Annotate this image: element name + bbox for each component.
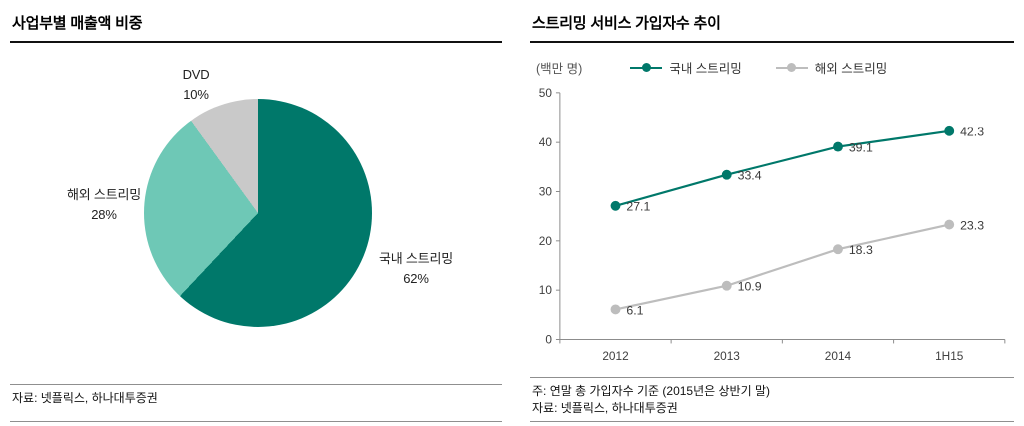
line-panel: 스트리밍 서비스 가입자수 추이 (백만 명) 국내 스트리밍 해외 스트리밍 … (530, 8, 1014, 422)
legend-item-overseas: 해외 스트리밍 (775, 58, 888, 77)
data-point (833, 141, 843, 152)
pie-label-dvd-name: DVD (182, 67, 210, 82)
data-point (610, 304, 621, 315)
data-point-label: 18.3 (849, 243, 873, 257)
data-point (721, 280, 732, 291)
data-point-label: 42.3 (960, 124, 984, 138)
line-panel-footer: 주: 연말 총 가입자수 기준 (2015년은 상반기 말) 자료: 넷플릭스,… (530, 376, 1014, 422)
data-point (721, 169, 732, 180)
y-tick-label: 40 (539, 135, 553, 149)
data-point-label: 27.1 (626, 199, 650, 213)
y-tick-label: 0 (545, 332, 552, 346)
legend-row: (백만 명) 국내 스트리밍 해외 스트리밍 (536, 57, 1014, 79)
pie-label-dvd-value: 10% (183, 86, 209, 102)
pie-label-domestic-value: 62% (403, 270, 429, 286)
data-point (944, 219, 955, 230)
x-tick-label: 2012 (602, 349, 628, 363)
pie-chart-area: DVD 10% 해외 스트리밍 28% 국내 스트리밍 62% (10, 43, 502, 384)
legend-line-marker-icon (775, 63, 808, 73)
pie-label-overseas-name: 해외 스트리밍 (67, 187, 141, 202)
legend-item-domestic: 국내 스트리밍 (630, 58, 742, 77)
x-tick-label: 2013 (714, 349, 741, 363)
legend-label-overseas: 해외 스트리밍 (814, 62, 888, 77)
legend-line-marker-icon (630, 63, 663, 73)
pie-chart (144, 99, 372, 327)
source-text: 자료: 넷플릭스, 하나대투증권 (12, 391, 158, 405)
pie-label-dvd: DVD 10% (156, 65, 236, 104)
data-point (610, 200, 621, 211)
data-point-label: 10.9 (738, 279, 762, 293)
data-point-label: 23.3 (960, 218, 984, 232)
pie-panel-title: 사업부별 매출액 비중 (10, 8, 502, 43)
note-text: 주: 연말 총 가입자수 기준 (2015년은 상반기 말) (532, 383, 771, 398)
y-tick-label: 10 (539, 283, 553, 297)
y-tick-label: 30 (539, 184, 553, 198)
pie-label-domestic-streaming: 국내 스트리밍 62% (372, 249, 460, 288)
data-point-label: 39.1 (849, 140, 873, 154)
line-panel-title: 스트리밍 서비스 가입자수 추이 (530, 8, 1014, 43)
data-point (833, 243, 843, 254)
series-line (615, 223, 950, 311)
x-tick-label: 1H15 (935, 349, 964, 363)
y-tick-label: 20 (539, 233, 553, 247)
data-point (944, 125, 955, 136)
data-point-label: 33.4 (738, 168, 762, 182)
pie-label-domestic-name: 국내 스트리밍 (379, 251, 453, 266)
x-tick-label: 2014 (825, 349, 852, 363)
pie-label-overseas-value: 28% (91, 206, 117, 222)
line-chart-svg: 0 10 20 30 40 50 2012 2013 2014 1H15 27.1 33.4 39.1 4… (539, 85, 1006, 363)
pie-panel-footer: 자료: 넷플릭스, 하나대투증권 (10, 384, 502, 422)
pie-label-overseas-streaming: 해외 스트리밍 28% (66, 185, 142, 224)
legend-label-domestic: 국내 스트리밍 (669, 62, 742, 77)
pie-panel: 사업부별 매출액 비중 DVD 10% 해외 스트리밍 28% 국내 스트리밍 … (10, 8, 502, 422)
data-point-label: 6.1 (626, 303, 643, 317)
y-tick-label: 50 (539, 85, 553, 99)
y-axis-unit-label: (백만 명) (536, 62, 583, 77)
source-text: 자료: 넷플릭스, 하나대투증권 (532, 401, 678, 416)
series-line (615, 129, 950, 207)
